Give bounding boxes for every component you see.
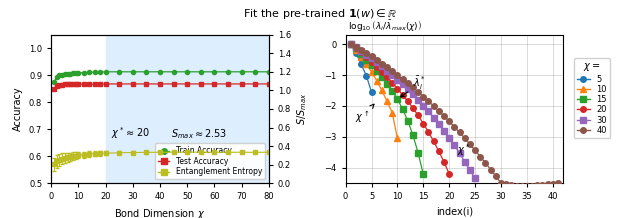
Text: $\log_{10}\left(\lambda_i/\bar{\lambda}_{max}(\chi)\right)$: $\log_{10}\left(\lambda_i/\bar{\lambda}_… <box>348 18 422 33</box>
Bar <box>106 35 269 183</box>
Text: Fit the pre-trained $\mathbf{1}(w) \in \mathbb{R}$: Fit the pre-trained $\mathbf{1}(w) \in \… <box>243 7 397 20</box>
X-axis label: index(i): index(i) <box>436 207 473 217</box>
Text: $\chi^* \approx 20$: $\chi^* \approx 20$ <box>111 126 150 141</box>
Legend: 5, 10, 15, 20, 30, 40: 5, 10, 15, 20, 30, 40 <box>574 58 610 138</box>
X-axis label: Bond Dimension $\chi$: Bond Dimension $\chi$ <box>115 207 205 218</box>
Text: $\chi^*$: $\chi^*$ <box>457 142 470 158</box>
Text: $\chi^\uparrow$: $\chi^\uparrow$ <box>355 104 374 125</box>
Legend: Train Accuracy, Test Accuracy, Entanglement Entropy: Train Accuracy, Test Accuracy, Entanglem… <box>155 143 265 179</box>
Text: $\bar{\lambda}_i^*$: $\bar{\lambda}_i^*$ <box>401 75 426 97</box>
Y-axis label: $S/S_{max}$: $S/S_{max}$ <box>295 93 309 125</box>
Text: $S_{max} \approx 2.53$: $S_{max} \approx 2.53$ <box>171 127 227 141</box>
Y-axis label: Accuracy: Accuracy <box>13 87 24 131</box>
